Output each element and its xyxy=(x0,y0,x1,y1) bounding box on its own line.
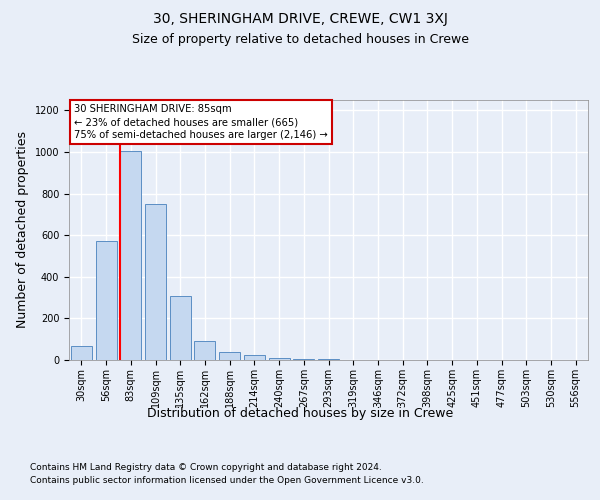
Text: Contains HM Land Registry data © Crown copyright and database right 2024.: Contains HM Land Registry data © Crown c… xyxy=(30,462,382,471)
Bar xyxy=(293,359,314,360)
Y-axis label: Number of detached properties: Number of detached properties xyxy=(16,132,29,328)
Bar xyxy=(120,151,141,360)
Bar xyxy=(145,204,166,360)
Text: Distribution of detached houses by size in Crewe: Distribution of detached houses by size … xyxy=(147,408,453,420)
Bar xyxy=(95,242,116,360)
Bar xyxy=(244,356,265,360)
Bar xyxy=(71,346,92,360)
Bar xyxy=(269,358,290,360)
Bar xyxy=(219,352,240,360)
Text: 30 SHERINGHAM DRIVE: 85sqm
← 23% of detached houses are smaller (665)
75% of sem: 30 SHERINGHAM DRIVE: 85sqm ← 23% of deta… xyxy=(74,104,328,141)
Text: Contains public sector information licensed under the Open Government Licence v3: Contains public sector information licen… xyxy=(30,476,424,485)
Bar xyxy=(170,296,191,360)
Text: 30, SHERINGHAM DRIVE, CREWE, CW1 3XJ: 30, SHERINGHAM DRIVE, CREWE, CW1 3XJ xyxy=(152,12,448,26)
Text: Size of property relative to detached houses in Crewe: Size of property relative to detached ho… xyxy=(131,32,469,46)
Bar xyxy=(194,342,215,360)
